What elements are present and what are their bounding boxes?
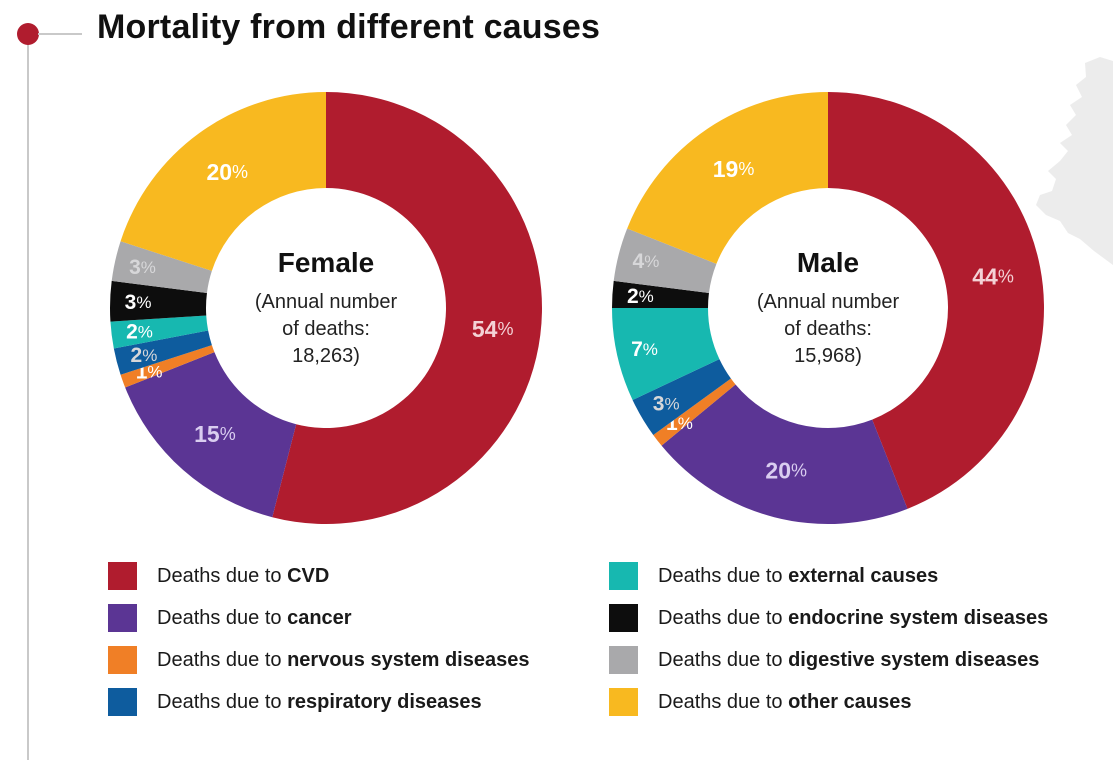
legend-swatch-digestive bbox=[609, 646, 638, 674]
legend-swatch-cancer bbox=[108, 604, 137, 632]
slice-female-endocrine bbox=[110, 280, 207, 322]
center-subtitle-female-2: 18,263) bbox=[292, 345, 360, 367]
legend-label-external: Deaths due to external causes bbox=[658, 565, 938, 588]
legend-prefix: Deaths due to bbox=[658, 648, 789, 671]
legend-item-endocrine: Deaths due to endocrine system diseases bbox=[609, 604, 1048, 632]
slice-female-cvd bbox=[272, 92, 542, 524]
center-subtitle-female-1: of deaths: bbox=[282, 318, 370, 340]
center-title-female: Female bbox=[278, 247, 375, 278]
data-label-male-respiratory: 3% bbox=[653, 392, 680, 415]
legend-item-cvd: Deaths due to CVD bbox=[108, 562, 329, 590]
legend-item-other: Deaths due to other causes bbox=[609, 688, 911, 716]
slice-female-cancer bbox=[125, 352, 297, 518]
legend-prefix: Deaths due to bbox=[157, 564, 288, 587]
legend-prefix: Deaths due to bbox=[658, 564, 789, 587]
legend-label-nervous: Deaths due to nervous system diseases bbox=[157, 649, 529, 672]
data-label-female-other: 20% bbox=[206, 159, 248, 185]
legend-prefix: Deaths due to bbox=[658, 690, 789, 713]
center-subtitle-male-0: (Annual number bbox=[757, 291, 900, 313]
legend-item-respiratory: Deaths due to respiratory diseases bbox=[108, 688, 482, 716]
slice-female-external bbox=[110, 315, 209, 349]
slice-female-nervous bbox=[120, 345, 215, 388]
data-label-female-endocrine: 3% bbox=[125, 291, 152, 314]
title-connector-line bbox=[38, 33, 82, 35]
center-title-male: Male bbox=[797, 247, 859, 278]
legend-prefix: Deaths due to bbox=[157, 648, 288, 671]
slice-female-digestive bbox=[111, 241, 212, 293]
data-label-female-respiratory: 2% bbox=[131, 343, 158, 366]
center-subtitle-female-0: (Annual number bbox=[255, 291, 398, 313]
data-label-female-external: 2% bbox=[126, 320, 153, 343]
slice-female-respiratory bbox=[113, 330, 212, 375]
center-subtitle-male-2: 15,968) bbox=[794, 345, 862, 367]
legend-swatch-cvd bbox=[108, 562, 137, 590]
legend-swatch-endocrine bbox=[609, 604, 638, 632]
legend-cause: other causes bbox=[788, 690, 912, 713]
legend-label-other: Deaths due to other causes bbox=[658, 691, 911, 714]
legend-item-digestive: Deaths due to digestive system diseases bbox=[609, 646, 1039, 674]
legend-cause: respiratory diseases bbox=[287, 690, 482, 713]
page-title: Mortality from different causes bbox=[97, 8, 601, 46]
legend-cause: cancer bbox=[287, 606, 352, 629]
legend-label-digestive: Deaths due to digestive system diseases bbox=[658, 649, 1039, 672]
legend-swatch-nervous bbox=[108, 646, 137, 674]
data-label-male-digestive: 4% bbox=[633, 250, 660, 273]
legend-cause: digestive system diseases bbox=[788, 648, 1040, 671]
legend-swatch-external bbox=[609, 562, 638, 590]
timeline-line bbox=[27, 33, 29, 760]
legend-cause: endocrine system diseases bbox=[788, 606, 1049, 629]
data-label-female-cvd: 54% bbox=[472, 316, 514, 342]
legend-label-respiratory: Deaths due to respiratory diseases bbox=[157, 691, 482, 714]
legend-cause: nervous system diseases bbox=[287, 648, 530, 671]
legend-cause: external causes bbox=[788, 564, 939, 587]
legend-swatch-respiratory bbox=[108, 688, 137, 716]
slice-male-cancer bbox=[661, 384, 908, 524]
donut-chart-female: 54%15%1%2%2%3%3%20%Female(Annual numbero… bbox=[110, 92, 542, 524]
data-label-female-cancer: 15% bbox=[194, 421, 236, 447]
slice-male-nervous bbox=[653, 378, 736, 446]
legend-swatch-other bbox=[609, 688, 638, 716]
slice-male-other bbox=[627, 92, 828, 264]
legend-label-cvd: Deaths due to CVD bbox=[157, 565, 329, 588]
legend-label-endocrine: Deaths due to endocrine system diseases bbox=[658, 607, 1048, 630]
slice-male-external bbox=[612, 308, 720, 400]
legend-item-external: Deaths due to external causes bbox=[609, 562, 938, 590]
slice-female-other bbox=[120, 92, 326, 271]
slice-male-cvd bbox=[828, 92, 1044, 509]
data-label-male-cancer: 20% bbox=[765, 458, 807, 484]
data-label-female-digestive: 3% bbox=[129, 255, 156, 278]
legend-item-nervous: Deaths due to nervous system diseases bbox=[108, 646, 529, 674]
title-marker-dot bbox=[17, 23, 39, 45]
donut-charts: 54%15%1%2%2%3%3%20%Female(Annual numbero… bbox=[110, 92, 1044, 524]
donut-chart-male: 44%20%1%3%7%2%4%19%Male(Annual numberof … bbox=[612, 92, 1044, 524]
legend-cause: CVD bbox=[287, 564, 330, 587]
center-subtitle-male-1: of deaths: bbox=[784, 318, 872, 340]
legend: Deaths due to CVD Deaths due to cancer Dea… bbox=[108, 562, 1098, 732]
data-label-male-cvd: 44% bbox=[972, 264, 1014, 290]
legend-label-cancer: Deaths due to cancer bbox=[157, 607, 352, 630]
data-label-male-endocrine: 2% bbox=[627, 285, 654, 308]
data-label-male-other: 19% bbox=[713, 156, 755, 182]
slice-male-respiratory bbox=[632, 359, 731, 435]
legend-item-cancer: Deaths due to cancer bbox=[108, 604, 352, 632]
slice-male-endocrine bbox=[612, 280, 709, 308]
slice-male-digestive bbox=[613, 228, 717, 293]
legend-prefix: Deaths due to bbox=[157, 606, 288, 629]
legend-prefix: Deaths due to bbox=[157, 690, 288, 713]
legend-prefix: Deaths due to bbox=[658, 606, 789, 629]
data-label-male-external: 7% bbox=[631, 338, 658, 361]
map-decoration bbox=[1036, 57, 1113, 265]
